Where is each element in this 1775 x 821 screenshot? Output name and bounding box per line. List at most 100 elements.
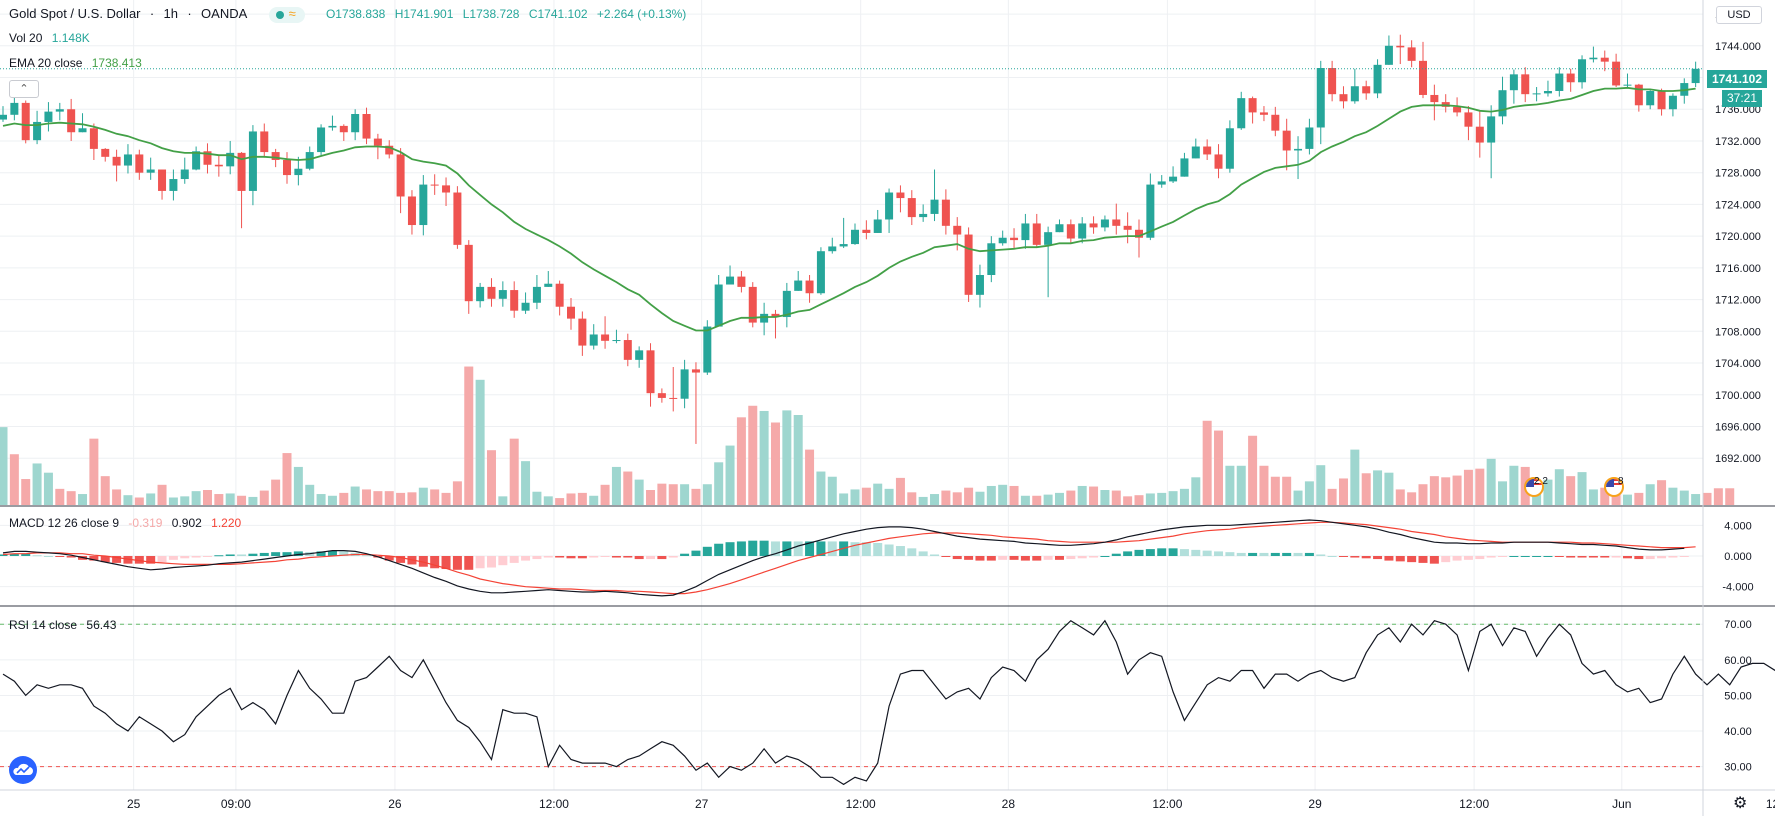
candle-body[interactable] (1612, 61, 1621, 86)
candle-body[interactable] (1010, 237, 1019, 241)
candle-body[interactable] (1521, 74, 1530, 95)
candle-body[interactable] (78, 128, 87, 133)
candle-body[interactable] (1237, 98, 1246, 129)
candle-body[interactable] (601, 334, 610, 341)
candle-body[interactable] (782, 290, 791, 318)
candle-body[interactable] (691, 369, 700, 373)
candle-body[interactable] (1157, 181, 1166, 185)
candle-body[interactable] (623, 340, 632, 360)
candle-body[interactable] (567, 306, 575, 319)
candle-body[interactable] (1634, 84, 1643, 106)
candle-body[interactable] (33, 121, 42, 141)
macd-signal-line[interactable] (2, 521, 1696, 595)
candle-body[interactable] (1384, 45, 1393, 65)
us-economic-event-icon[interactable] (1524, 477, 1544, 497)
candle-body[interactable] (203, 151, 212, 165)
rsi-pane[interactable] (0, 619, 1775, 786)
candle-body[interactable] (657, 393, 666, 398)
candle-body[interactable] (998, 237, 1007, 244)
candle-body[interactable] (885, 192, 894, 220)
macd-line[interactable] (2, 519, 1685, 597)
candle-body[interactable] (1453, 106, 1462, 113)
candle-body[interactable] (771, 313, 780, 318)
candle-body[interactable] (1487, 116, 1496, 143)
candle-body[interactable] (1509, 74, 1518, 91)
us-economic-event-icon[interactable] (1604, 477, 1624, 497)
candle-body[interactable] (362, 114, 371, 139)
candle-body[interactable] (1668, 95, 1677, 110)
candle-body[interactable] (1225, 128, 1234, 169)
candle-body[interactable] (146, 169, 155, 173)
candle-body[interactable] (1180, 158, 1189, 177)
ema-legend[interactable]: EMA 20 close 1738.413 (9, 56, 148, 70)
candle-body[interactable] (851, 229, 859, 245)
candle-body[interactable] (930, 199, 939, 214)
candle-body[interactable] (283, 160, 291, 176)
candle-body[interactable] (0, 114, 7, 120)
candle-body[interactable] (521, 302, 530, 311)
candle-body[interactable] (953, 225, 962, 235)
candle-body[interactable] (271, 152, 280, 160)
candle-body[interactable] (226, 152, 235, 167)
candle-body[interactable] (987, 243, 996, 275)
candle-body[interactable] (919, 213, 928, 218)
candle-body[interactable] (44, 111, 53, 122)
candle-body[interactable] (544, 283, 553, 287)
candle-body[interactable] (89, 128, 98, 149)
candle-body[interactable] (112, 156, 121, 166)
candle-body[interactable] (169, 179, 178, 191)
candle-body[interactable] (1600, 57, 1609, 62)
candle-body[interactable] (1589, 57, 1598, 60)
candle-body[interactable] (1123, 225, 1132, 230)
candle-body[interactable] (1112, 219, 1121, 226)
candle-body[interactable] (726, 276, 735, 285)
candle-body[interactable] (1066, 224, 1075, 239)
candle-body[interactable] (1191, 146, 1200, 159)
candle-body[interactable] (532, 286, 541, 303)
candle-body[interactable] (214, 164, 223, 167)
candle-body[interactable] (1305, 127, 1314, 149)
candle-body[interactable] (635, 350, 644, 360)
candle-body[interactable] (1373, 64, 1382, 94)
candle-body[interactable] (260, 131, 269, 153)
candle-body[interactable] (1248, 98, 1257, 113)
candle-body[interactable] (805, 280, 814, 294)
candle-body[interactable] (669, 397, 678, 399)
candle-body[interactable] (737, 276, 746, 287)
candle-body[interactable] (476, 286, 485, 302)
candle-body[interactable] (1657, 91, 1666, 110)
candle-body[interactable] (1464, 112, 1473, 127)
macd-pane[interactable] (0, 519, 1696, 597)
symbol-title[interactable]: Gold Spot / U.S. Dollar (9, 6, 141, 21)
candle-body[interactable] (396, 154, 405, 197)
candle-body[interactable] (1578, 59, 1587, 83)
candle-body[interactable] (1498, 90, 1507, 117)
candle-body[interactable] (975, 275, 984, 295)
rsi-legend[interactable]: RSI 14 close 56.43 (9, 618, 122, 632)
candle-body[interactable] (419, 184, 428, 226)
candle-body[interactable] (1021, 223, 1030, 241)
candle-body[interactable] (339, 125, 348, 133)
candle-body[interactable] (67, 109, 76, 133)
candle-body[interactable] (748, 286, 757, 323)
candle-body[interactable] (1214, 154, 1223, 169)
candle-body[interactable] (1203, 146, 1212, 155)
candle-body[interactable] (442, 185, 451, 193)
candle-body[interactable] (964, 234, 973, 295)
candle-body[interactable] (646, 350, 655, 394)
candle-body[interactable] (510, 290, 519, 311)
candle-body[interactable] (487, 286, 496, 299)
candle-body[interactable] (305, 152, 314, 169)
candle-body[interactable] (248, 131, 257, 191)
candle-body[interactable] (1430, 94, 1439, 103)
candle-body[interactable] (317, 127, 326, 153)
candle-body[interactable] (21, 102, 30, 141)
candle-body[interactable] (55, 109, 64, 112)
candle-body[interactable] (1475, 126, 1484, 143)
candle-body[interactable] (1089, 223, 1098, 228)
volume-legend[interactable]: Vol 20 1.148K (9, 31, 96, 45)
candle-body[interactable] (1294, 148, 1303, 151)
candle-body[interactable] (1271, 114, 1280, 131)
candle-body[interactable] (1407, 47, 1416, 61)
candle-body[interactable] (828, 246, 837, 252)
